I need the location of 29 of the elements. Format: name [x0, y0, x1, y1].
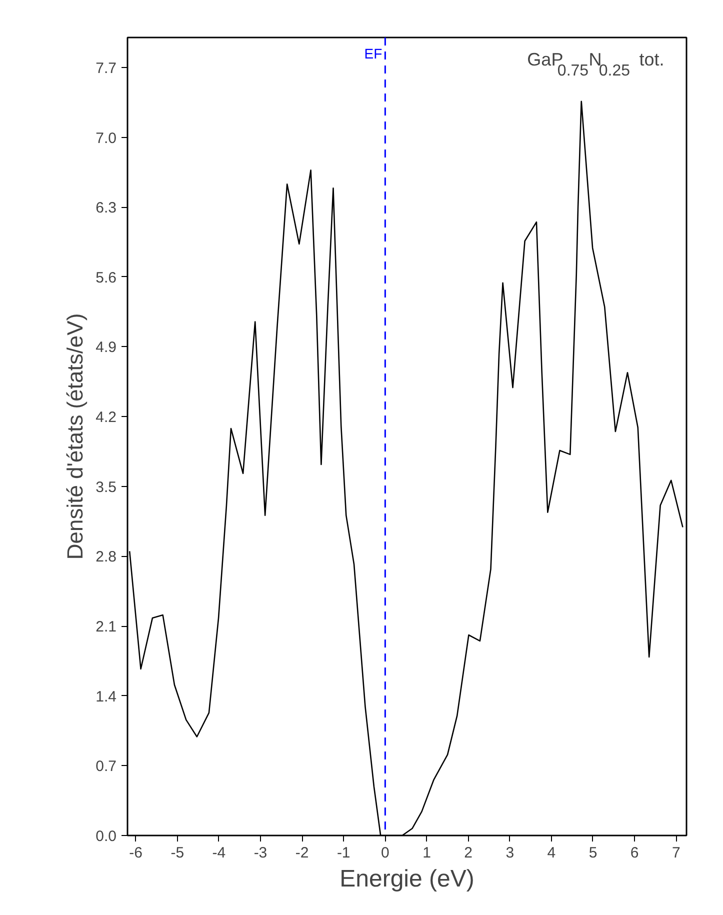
y-tick-label: 2.8 — [96, 548, 117, 566]
y-tick-label: 5.6 — [96, 269, 117, 286]
x-tick-label: 6 — [630, 844, 639, 862]
x-tick-label: 1 — [422, 844, 431, 862]
x-tick-label: -5 — [170, 844, 184, 862]
x-axis-title: Energie (eV) — [340, 866, 474, 892]
y-tick-label: 0.0 — [96, 828, 117, 845]
x-tick-label: 2 — [464, 844, 472, 862]
x-tick-label: -4 — [212, 844, 226, 862]
x-tick-label: -6 — [129, 844, 142, 862]
x-tick-label: -2 — [295, 844, 309, 862]
x-tick-label: -3 — [254, 844, 268, 862]
y-tick-label: 3.5 — [96, 478, 117, 496]
y-tick-label: 2.1 — [96, 618, 117, 636]
y-tick-label: 6.3 — [96, 200, 117, 217]
y-tick-label: 7.0 — [96, 130, 117, 147]
y-tick-label: 1.4 — [96, 688, 117, 706]
y-tick-label: 0.7 — [96, 758, 117, 776]
ref-line-label: EF — [364, 46, 382, 62]
y-axis-title: Densité d'états (états/eV) — [62, 313, 88, 560]
y-tick-label: 4.9 — [96, 339, 117, 356]
x-tick-label: 5 — [588, 844, 598, 862]
x-tick-label: 3 — [506, 844, 514, 862]
y-tick-label: 4.2 — [96, 409, 117, 426]
y-tick-label: 7.7 — [96, 60, 117, 77]
x-tick-label: 4 — [547, 844, 556, 862]
x-tick-label: 7 — [672, 844, 680, 862]
x-tick-label: -1 — [336, 844, 350, 862]
x-tick-label: 0 — [381, 844, 390, 862]
